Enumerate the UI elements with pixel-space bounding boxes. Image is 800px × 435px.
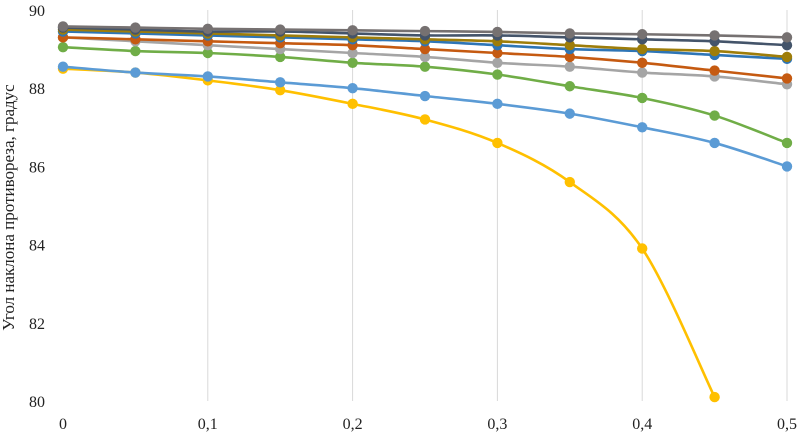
series-5-point bbox=[492, 47, 503, 59]
x-tick-label: 0,5 bbox=[777, 416, 797, 433]
series-9-point bbox=[492, 26, 503, 38]
series-9-point bbox=[564, 28, 575, 39]
series-1-point bbox=[637, 243, 648, 254]
series-2-point bbox=[637, 122, 648, 133]
series-9-point bbox=[275, 24, 286, 35]
y-tick-label: 84 bbox=[29, 238, 45, 255]
series-3-point bbox=[347, 57, 358, 68]
series-1-point bbox=[419, 114, 431, 125]
series-4-point bbox=[637, 67, 648, 78]
series-2-point bbox=[347, 83, 358, 94]
series-9-point bbox=[419, 25, 431, 37]
y-tick-labels: 80 82 84 86 88 90 bbox=[29, 3, 45, 411]
series-2-point bbox=[419, 90, 431, 102]
series-7-point bbox=[709, 45, 720, 57]
series-2-point bbox=[492, 98, 503, 110]
series-5-point bbox=[781, 73, 793, 84]
series-2-point bbox=[202, 71, 213, 82]
series-3-point bbox=[202, 47, 213, 59]
series-9-point bbox=[202, 23, 213, 34]
x-tick-labels: 0 0,1 0,2 0,3 0,4 0,5 bbox=[59, 416, 797, 433]
y-axis-title: Угол наклона противореза, градус bbox=[0, 84, 18, 331]
series-9-point bbox=[781, 32, 793, 43]
y-tick-label: 82 bbox=[29, 316, 45, 333]
series-5-point bbox=[637, 57, 648, 68]
series-9-point bbox=[57, 21, 69, 32]
series-3-point bbox=[564, 81, 575, 92]
series-4 bbox=[57, 32, 793, 90]
y-tick-label: 90 bbox=[29, 3, 45, 20]
series-layer bbox=[57, 21, 793, 403]
series-5-point bbox=[564, 51, 575, 63]
series-2 bbox=[57, 61, 793, 172]
series-2-point bbox=[709, 137, 720, 149]
x-tick-label: 0 bbox=[59, 416, 67, 433]
x-tick-label: 0,3 bbox=[487, 416, 507, 433]
series-1-point bbox=[347, 98, 358, 110]
series-9-point bbox=[130, 22, 141, 33]
series-1-point bbox=[564, 176, 575, 188]
series-3-point bbox=[130, 45, 141, 57]
series-5-point bbox=[709, 65, 720, 76]
series-9 bbox=[57, 21, 793, 43]
series-3-point bbox=[492, 69, 503, 80]
x-tick-label: 0,2 bbox=[343, 416, 363, 433]
y-tick-label: 80 bbox=[29, 394, 45, 411]
x-tick-label: 0,1 bbox=[198, 416, 218, 433]
y-tick-label: 86 bbox=[29, 159, 45, 176]
series-4-point bbox=[564, 61, 575, 72]
series-3-point bbox=[57, 41, 69, 53]
series-2-point bbox=[57, 61, 69, 72]
series-8-point bbox=[781, 39, 793, 51]
series-1-point bbox=[709, 391, 720, 403]
series-2-point bbox=[130, 67, 141, 78]
series-1-point bbox=[275, 84, 286, 96]
series-3-point bbox=[709, 110, 720, 121]
series-1-line bbox=[62, 67, 716, 398]
x-tick-label: 0,4 bbox=[632, 416, 652, 433]
series-9-point bbox=[709, 30, 720, 41]
series-2-point bbox=[564, 108, 575, 119]
series-9-point bbox=[347, 25, 358, 36]
series-4-point bbox=[347, 47, 358, 59]
series-2-point bbox=[275, 77, 286, 88]
series-3-point bbox=[781, 137, 793, 149]
series-3-point bbox=[275, 51, 286, 63]
series-3-point bbox=[637, 92, 648, 104]
series-7-point bbox=[781, 51, 793, 63]
series-3-point bbox=[419, 61, 431, 72]
y-tick-label: 88 bbox=[29, 81, 45, 98]
series-9-point bbox=[637, 29, 648, 40]
series-1 bbox=[57, 63, 720, 403]
series-4-point bbox=[492, 57, 503, 68]
series-1-point bbox=[492, 137, 503, 149]
series-7-point bbox=[564, 39, 575, 51]
series-2-point bbox=[781, 161, 793, 172]
series-7-point bbox=[637, 43, 648, 55]
series-4-point bbox=[419, 51, 431, 63]
series-3 bbox=[57, 41, 793, 149]
series-5-point bbox=[419, 43, 431, 55]
